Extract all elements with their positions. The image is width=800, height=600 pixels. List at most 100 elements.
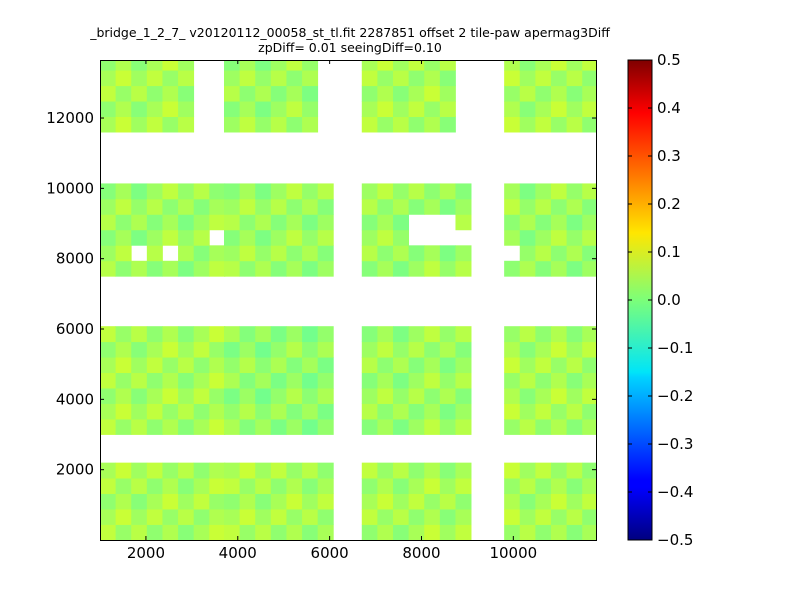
plot-frame	[100, 60, 597, 541]
heatmap-cell	[566, 357, 583, 374]
heatmap-cell	[317, 478, 334, 494]
heatmap-cell	[455, 260, 472, 277]
heatmap-cell	[566, 60, 583, 71]
heatmap-cell	[535, 357, 552, 374]
heatmap-cell	[439, 85, 456, 102]
heatmap-cell	[224, 60, 241, 71]
heatmap-cell	[317, 229, 334, 246]
heatmap-cell	[270, 229, 287, 246]
heatmap-cell	[270, 245, 287, 262]
heatmap-cell	[408, 388, 425, 404]
heatmap-cell	[519, 524, 536, 541]
heatmap-cell	[566, 70, 583, 87]
heatmap-cell	[535, 60, 552, 71]
heatmap-cell	[439, 116, 456, 133]
heatmap-cell	[146, 509, 163, 525]
heatmap-cell	[255, 229, 272, 246]
heatmap-cell	[131, 60, 148, 71]
heatmap-cell	[178, 229, 195, 246]
heatmap-cell	[393, 493, 410, 510]
heatmap-cell	[286, 462, 303, 479]
heatmap-cell	[550, 70, 567, 87]
heatmap-cell	[408, 245, 425, 262]
y-tick-label: 2000	[56, 461, 94, 479]
heatmap-cell	[178, 493, 195, 510]
heatmap-cell	[162, 478, 179, 494]
colorbar-tick-label: −0.2	[657, 387, 693, 405]
heatmap-cell	[239, 462, 256, 479]
heatmap-cell	[566, 403, 583, 420]
heatmap-cell	[361, 70, 378, 87]
heatmap-cell	[209, 462, 226, 479]
heatmap-cell	[286, 478, 303, 494]
heatmap-cell	[439, 462, 456, 479]
heatmap-cell	[224, 245, 241, 262]
heatmap-cell	[178, 357, 195, 374]
heatmap-cell	[100, 509, 117, 525]
heatmap-cell	[317, 198, 334, 215]
heatmap-cell	[115, 388, 132, 404]
heatmap-cell	[255, 60, 272, 71]
heatmap-cell	[209, 183, 226, 200]
heatmap-cell	[100, 388, 117, 404]
heatmap-cell	[424, 245, 441, 262]
heatmap-cell	[566, 509, 583, 525]
heatmap-cell	[424, 509, 441, 525]
heatmap-cell	[408, 462, 425, 479]
heatmap-cell	[377, 116, 394, 133]
heatmap-cell	[178, 524, 195, 541]
heatmap-cell	[193, 403, 210, 420]
heatmap-cell	[146, 116, 163, 133]
heatmap-cell	[302, 183, 319, 200]
heatmap-cell	[224, 326, 241, 343]
heatmap-cell	[131, 403, 148, 420]
heatmap-cell	[100, 419, 117, 435]
heatmap-cell	[504, 101, 521, 118]
heatmap-cell	[270, 60, 287, 71]
heatmap-cell	[317, 493, 334, 510]
heatmap-cell	[424, 462, 441, 479]
heatmap-cell	[424, 70, 441, 87]
heatmap-cell	[566, 229, 583, 246]
heatmap-cell	[224, 70, 241, 87]
heatmap-cell	[239, 229, 256, 246]
heatmap-cell	[361, 60, 378, 71]
heatmap-cell	[193, 388, 210, 404]
heatmap-cell	[361, 260, 378, 277]
heatmap-cell	[255, 493, 272, 510]
heatmap-cell	[424, 101, 441, 118]
heatmap-cell	[566, 116, 583, 133]
heatmap-cell	[286, 509, 303, 525]
heatmap-cell	[550, 419, 567, 435]
heatmap-cell	[302, 509, 319, 525]
heatmap-cell	[178, 341, 195, 358]
heatmap-cell	[424, 198, 441, 215]
heatmap-cell	[424, 493, 441, 510]
heatmap-cell	[100, 372, 117, 389]
heatmap-cell	[193, 478, 210, 494]
heatmap-cell	[393, 229, 410, 246]
heatmap-cell	[193, 326, 210, 343]
heatmap-cell	[550, 198, 567, 215]
heatmap-cell	[131, 101, 148, 118]
heatmap-cell	[193, 493, 210, 510]
heatmap-cell	[361, 372, 378, 389]
heatmap-cell	[439, 372, 456, 389]
heatmap-cell	[439, 341, 456, 358]
heatmap-cell	[255, 70, 272, 87]
heatmap-cell	[131, 419, 148, 435]
heatmap-cell	[178, 70, 195, 87]
heatmap-cell	[535, 116, 552, 133]
heatmap-cell	[361, 403, 378, 420]
heatmap-cell	[193, 341, 210, 358]
heatmap-cell	[302, 116, 319, 133]
heatmap-cell	[162, 388, 179, 404]
heatmap-cell	[115, 493, 132, 510]
heatmap-cell	[393, 462, 410, 479]
heatmap-cell	[146, 462, 163, 479]
heatmap-cell	[439, 198, 456, 215]
heatmap-cell	[361, 357, 378, 374]
colorbar-tick-label: −0.1	[657, 339, 693, 357]
heatmap-cell	[115, 419, 132, 435]
heatmap-cell	[131, 260, 148, 277]
